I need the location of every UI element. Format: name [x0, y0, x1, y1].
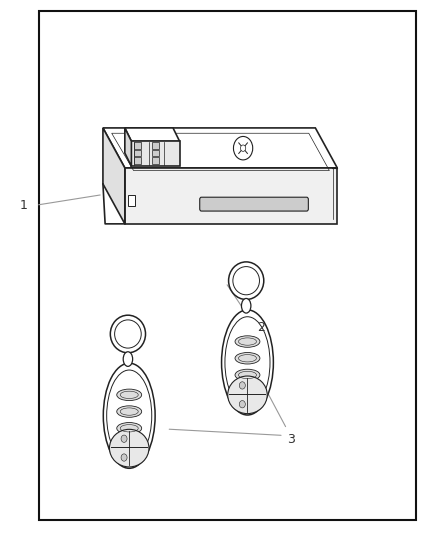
Bar — [134, 150, 141, 156]
Ellipse shape — [235, 369, 260, 381]
Text: 3: 3 — [287, 433, 295, 446]
Ellipse shape — [241, 298, 251, 313]
Circle shape — [239, 382, 245, 389]
Ellipse shape — [235, 336, 260, 348]
Circle shape — [239, 401, 245, 408]
Ellipse shape — [117, 423, 141, 434]
Ellipse shape — [233, 266, 259, 295]
Ellipse shape — [123, 352, 133, 366]
Bar — [39, 11, 416, 520]
Ellipse shape — [110, 315, 145, 353]
Bar — [152, 150, 159, 156]
Bar — [128, 195, 135, 206]
Ellipse shape — [110, 429, 149, 467]
Circle shape — [121, 435, 127, 442]
Ellipse shape — [229, 262, 264, 300]
Text: 1: 1 — [20, 199, 28, 212]
Polygon shape — [125, 128, 131, 166]
Polygon shape — [131, 141, 180, 166]
Ellipse shape — [222, 310, 273, 415]
Ellipse shape — [115, 320, 141, 348]
Polygon shape — [103, 128, 125, 224]
Circle shape — [121, 454, 127, 461]
Bar — [134, 142, 141, 149]
Ellipse shape — [235, 352, 260, 364]
Ellipse shape — [103, 363, 155, 469]
Ellipse shape — [117, 389, 141, 401]
Polygon shape — [103, 128, 337, 168]
Circle shape — [240, 145, 246, 151]
Ellipse shape — [117, 406, 141, 417]
Ellipse shape — [107, 370, 152, 462]
Ellipse shape — [228, 376, 267, 414]
Bar — [134, 157, 141, 164]
Circle shape — [233, 136, 253, 160]
Polygon shape — [125, 168, 337, 224]
Bar — [152, 142, 159, 149]
Text: 2: 2 — [257, 321, 265, 334]
FancyBboxPatch shape — [200, 197, 308, 211]
Ellipse shape — [225, 317, 270, 408]
Bar — [152, 157, 159, 164]
Polygon shape — [125, 128, 180, 141]
